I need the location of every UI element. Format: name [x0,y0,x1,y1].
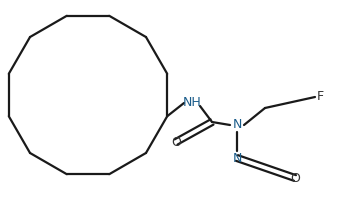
Text: N: N [232,118,242,131]
Text: O: O [171,135,181,148]
Text: F: F [316,91,324,104]
Text: N: N [232,151,242,164]
Text: NH: NH [183,96,201,109]
Text: O: O [290,171,300,184]
